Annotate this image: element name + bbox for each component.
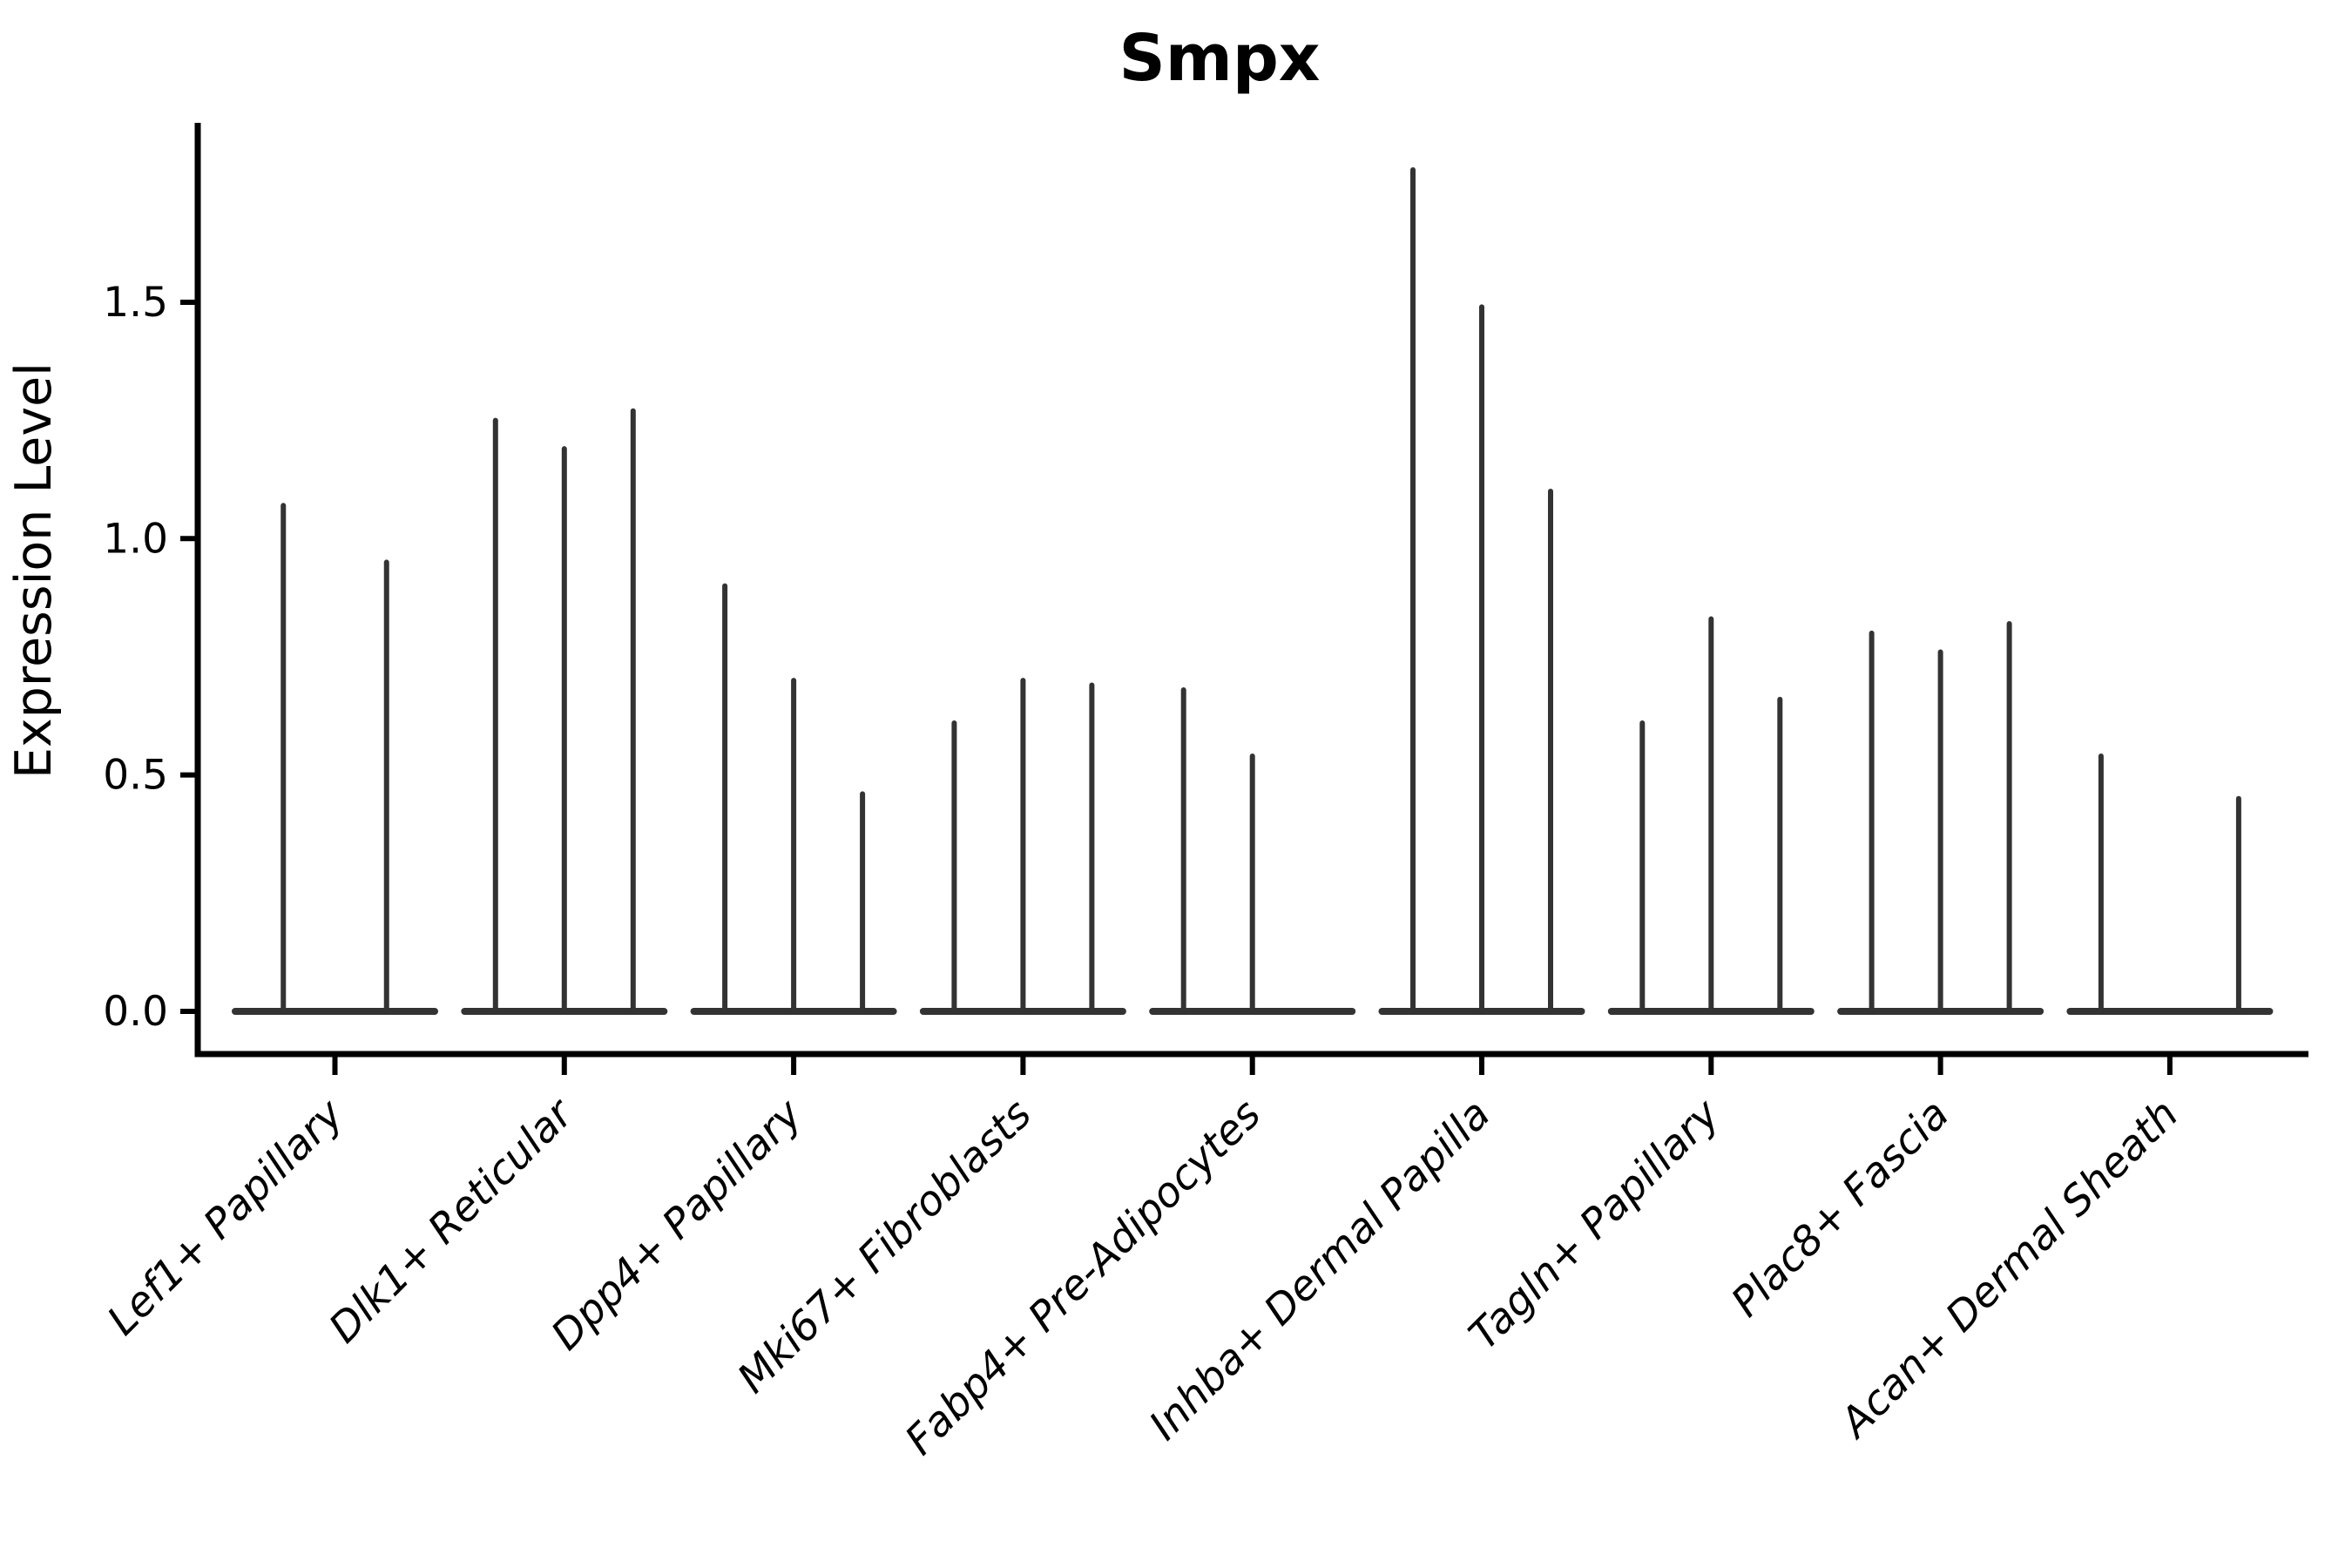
violin-base xyxy=(232,1008,438,1015)
violin-base xyxy=(2066,1008,2274,1015)
x-tick-label: Tagln+ Papillary xyxy=(1460,1090,1730,1360)
x-tick-label: Dlk1+ Reticular xyxy=(320,1089,584,1353)
axes-layer xyxy=(180,123,2308,1075)
y-axis-label: Expression Level xyxy=(5,362,63,779)
y-tick-label: 0.5 xyxy=(103,752,168,800)
x-tick-label: Dpp4+ Papillary xyxy=(542,1090,812,1360)
y-tick-label: 0.0 xyxy=(103,988,168,1036)
y-tick-label: 1.5 xyxy=(103,279,168,327)
y-tick-label: 1.0 xyxy=(103,515,168,563)
violins-layer xyxy=(232,166,2274,1015)
chart-title: Smpx xyxy=(1119,21,1320,96)
x-tick-label: Plac8+ Fascia xyxy=(1722,1091,1958,1327)
x-tick-label: Lef1+ Papillary xyxy=(98,1090,354,1345)
